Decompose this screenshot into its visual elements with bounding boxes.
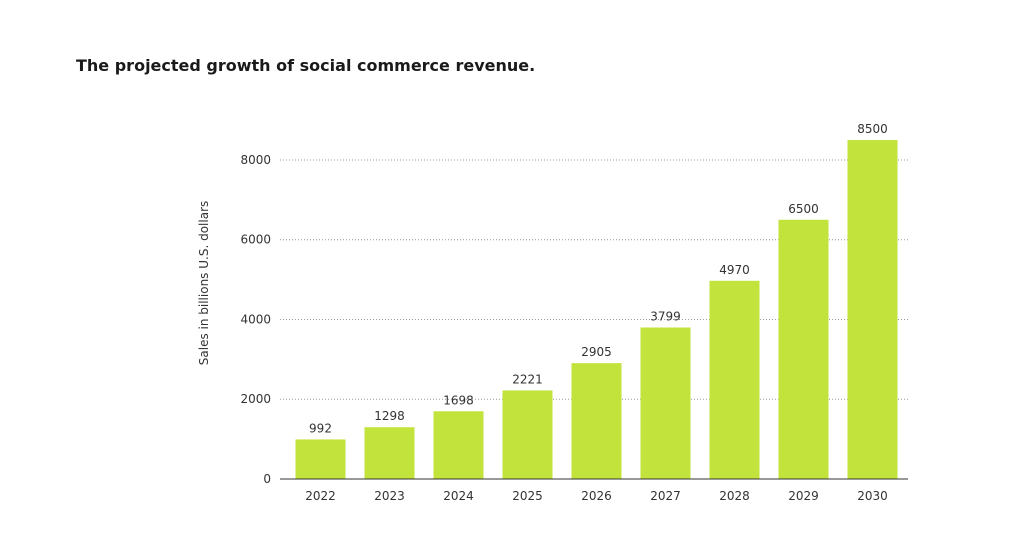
x-tick-label: 2023: [374, 489, 405, 503]
data-label: 3799: [650, 309, 681, 323]
bar-2022: [295, 439, 346, 479]
y-axis-label: Sales in billions U.S. dollars: [197, 201, 211, 365]
bar-2026: [571, 363, 622, 479]
y-tick-label: 6000: [240, 233, 271, 247]
x-tick-label: 2026: [581, 489, 612, 503]
x-tick-label: 2027: [650, 489, 681, 503]
data-label: 1298: [374, 409, 405, 423]
x-axis-ticks: 2022 2023 2024 2025 2026 2027 2028 2029 2030: [305, 489, 888, 503]
y-tick-label: 0: [263, 472, 271, 486]
chart-title: The projected growth of social commerce …: [76, 56, 536, 75]
x-tick-label: 2028: [719, 489, 750, 503]
x-tick-label: 2024: [443, 489, 474, 503]
data-label: 2221: [512, 372, 543, 386]
y-tick-label: 2000: [240, 392, 271, 406]
x-tick-label: 2029: [788, 489, 819, 503]
x-tick-label: 2030: [857, 489, 888, 503]
x-tick-label: 2025: [512, 489, 543, 503]
data-label: 4970: [719, 263, 750, 277]
x-tick-label: 2022: [305, 489, 336, 503]
bar-2025: [502, 390, 553, 479]
data-label: 2905: [581, 345, 612, 359]
data-labels: 992 1298 1698 2221 2905 3799 4970 6500 8500: [309, 122, 888, 435]
data-label: 8500: [857, 122, 888, 136]
bar-2027: [640, 327, 691, 479]
y-tick-label: 4000: [240, 312, 271, 326]
bar-2030: [847, 140, 898, 479]
data-label: 6500: [788, 202, 819, 216]
data-label: 1698: [443, 393, 474, 407]
bar-2028: [709, 280, 760, 479]
y-axis-ticks: 0 2000 4000 6000 8000: [240, 153, 271, 486]
bar-2024: [433, 411, 484, 479]
y-tick-label: 8000: [240, 153, 271, 167]
bar-2023: [364, 427, 415, 479]
bar-2029: [778, 219, 829, 479]
data-label: 992: [309, 421, 332, 435]
bars: [295, 140, 898, 479]
